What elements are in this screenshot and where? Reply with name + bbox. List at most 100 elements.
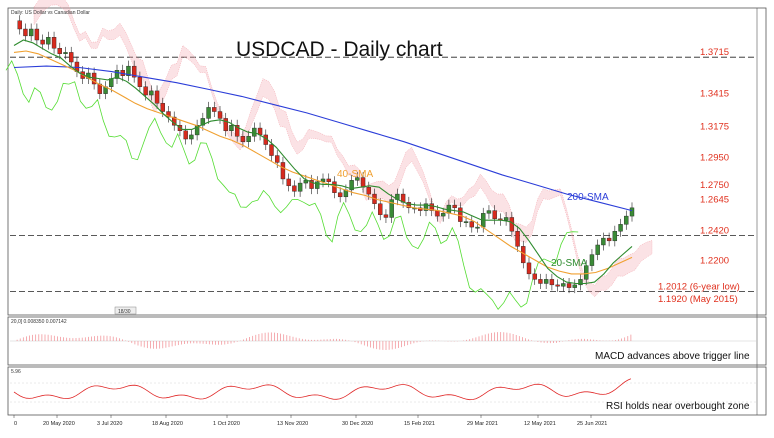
candle-body (223, 118, 228, 131)
candle-body (366, 186, 371, 195)
level-label: 1.2950 (700, 152, 729, 163)
candle-body (572, 284, 577, 288)
candle-body (114, 70, 120, 79)
rsi-label: 5.96 (11, 369, 21, 375)
candle-body (126, 65, 131, 76)
candle-body (492, 210, 497, 220)
candle-body (526, 262, 532, 275)
level-label: 1.2420 (700, 225, 729, 236)
x-tick-label: 30 Dec 2020 (342, 421, 373, 427)
x-tick-label: 3 Jul 2020 (97, 421, 122, 427)
label-20sma: 20-SMA (551, 258, 587, 269)
candle-body (378, 203, 383, 215)
candle-body (131, 65, 137, 78)
main-panel (7, 7, 767, 316)
candle-body (349, 180, 354, 191)
candle-body (154, 90, 160, 104)
candle-body (337, 192, 343, 198)
rsi-panel (7, 366, 767, 416)
candle-body (51, 37, 57, 49)
candle-body (315, 181, 320, 189)
candle-body (435, 210, 440, 217)
candle-body (555, 284, 560, 287)
candle-body (429, 203, 434, 211)
candle-body (469, 221, 474, 228)
candle-body (166, 111, 171, 118)
x-tick-label: 13 Nov 2020 (277, 421, 308, 427)
candle-body (149, 90, 154, 96)
level-label: 1.3715 (700, 47, 729, 58)
level-label: 1.1920 (May 2015) (658, 294, 738, 305)
sma20-line (13, 39, 633, 285)
candle-body (69, 52, 74, 63)
candle-body (17, 20, 22, 30)
candle-body (629, 207, 635, 217)
candle-body (584, 265, 589, 280)
candle-body (160, 103, 165, 112)
candle-body (143, 86, 148, 96)
candle-body (595, 244, 600, 255)
candle-body (463, 221, 469, 223)
x-tick-label: 20 May 2020 (43, 421, 75, 427)
candle-body (538, 279, 543, 284)
chart-title: USDCAD - Daily chart (236, 38, 443, 61)
candle-body (458, 207, 463, 222)
candle-body (269, 144, 274, 156)
candle-body (532, 273, 537, 280)
candle-body (275, 155, 280, 163)
candle-body (234, 125, 240, 137)
label-40sma: 40-SMA (337, 169, 373, 180)
candle-body (589, 254, 595, 266)
candle-body (280, 162, 286, 180)
candle-body (212, 107, 217, 112)
candle-body (561, 283, 566, 287)
x-tick-label: 0 (14, 421, 17, 427)
candle-body (57, 48, 62, 54)
candle-body (624, 215, 629, 225)
candle-body (229, 125, 234, 132)
x-tick-label: 18 Aug 2020 (152, 421, 183, 427)
candle-body (440, 213, 446, 217)
candle-body (286, 178, 291, 187)
candle-body (28, 28, 34, 37)
level-label: 1.2200 (700, 256, 729, 267)
x-tick-label: 15 Feb 2021 (404, 421, 435, 427)
symbol-label: Daily: US Dollar vs Canadian Dollar (11, 10, 90, 16)
candle-body (303, 180, 309, 184)
candle-body (292, 185, 297, 192)
candle-body (406, 202, 412, 209)
candle-body (46, 37, 51, 45)
candle-body (383, 214, 389, 218)
x-tick-label: 12 May 2021 (524, 421, 556, 427)
candle-body (503, 217, 509, 221)
candle-body (217, 111, 223, 119)
x-tick-label: 1 Oct 2020 (213, 421, 240, 427)
sma40-line (13, 50, 633, 275)
candle-body (566, 283, 572, 288)
candle-body (137, 76, 143, 87)
candle-body (40, 39, 45, 45)
candle-body (246, 136, 251, 143)
candle-body (612, 231, 618, 242)
candle-body (189, 134, 194, 140)
candle-body (515, 231, 520, 247)
candle-body (355, 177, 360, 181)
rsi-note: RSI holds near overbought zone (606, 401, 750, 412)
date-box-text: 18/30 (118, 309, 131, 315)
level-label: 1.2750 (700, 180, 729, 191)
candle-body (578, 279, 583, 286)
date-box (114, 306, 137, 315)
candle-body (549, 279, 555, 286)
candle-body (23, 28, 28, 37)
candle-body (389, 199, 394, 218)
level-label: 1.3415 (700, 88, 729, 99)
candle-body (200, 118, 206, 126)
candle-body (34, 28, 40, 41)
label-200sma: 200-SMA (567, 192, 609, 203)
x-tick-label: 25 Jun 2021 (577, 421, 607, 427)
level-label: 1.3175 (700, 121, 729, 132)
candle-body (601, 237, 606, 246)
candle-body (320, 178, 326, 182)
